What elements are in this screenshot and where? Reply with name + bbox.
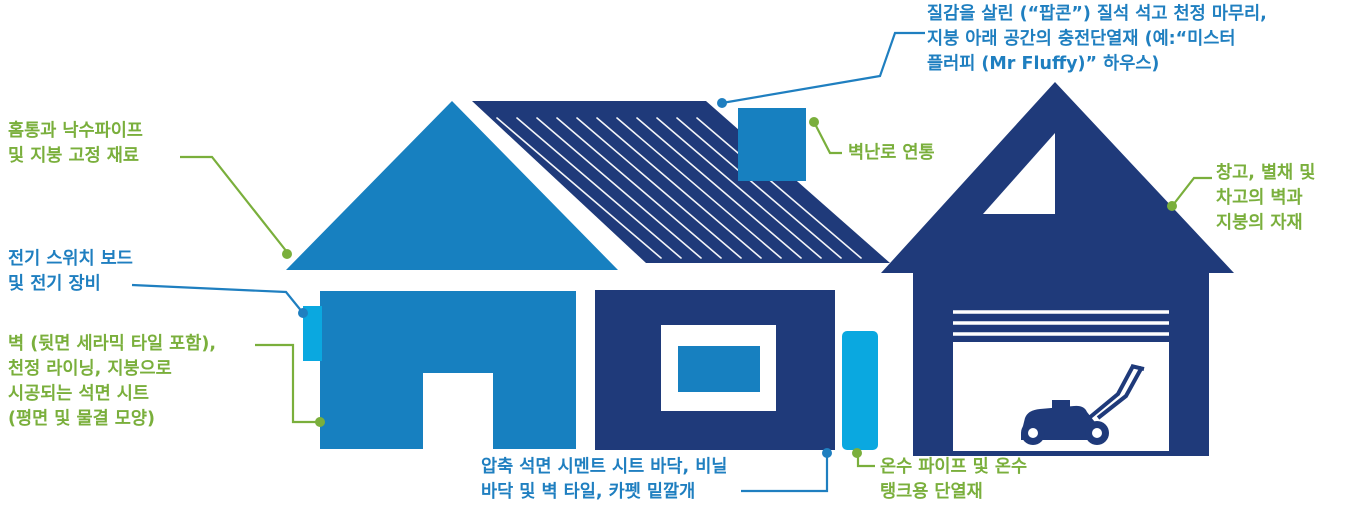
label-line: 벽난로 연통 [848,143,935,163]
label-line: 및 전기 장비 [8,274,101,294]
label-line: 지붕의 자재 [1216,213,1303,233]
lawnmower-icon [1021,364,1145,445]
middle-house-wall [595,290,835,450]
label-line: 벽 (뒷면 세라믹 타일 포함), [8,334,217,354]
label-hot-water: 온수 파이프 및 온수 탱크용 단열재 [880,455,1027,505]
left-house-wall [320,291,576,449]
flue-leader [813,121,842,155]
garage-leader [1172,176,1212,206]
label-line: 시공되는 석면 시트 [8,384,149,404]
ceiling-leader [721,31,925,105]
garage [881,82,1234,456]
label-flooring: 압축 석면 시멘트 시트 바닥, 비닐 바닥 및 벽 타일, 카펫 밑깔개 [481,455,727,505]
label-walls: 벽 (뒷면 세라믹 타일 포함), 천정 라이닝, 지붕으로 시공되는 석면 시… [8,332,216,432]
label-line: 천정 라이닝, 지붕으로 [8,359,172,379]
label-line: 홈통과 낙수파이프 [8,121,143,141]
label-line: 및 지붕 고정 재료 [8,146,139,166]
corrugated-roof [472,101,890,284]
walls-leader [255,343,320,424]
label-line: 차고의 벽과 [1216,188,1303,208]
label-line: (평면 및 물결 모양) [8,409,155,429]
label-line: 창고, 별채 및 [1216,163,1316,183]
label-switchboard: 전기 스위치 보드 및 전기 장비 [8,247,133,297]
chimney [738,108,806,181]
window-glass [678,346,760,392]
flooring-leader [741,452,829,493]
label-ceiling-insulation: 질감을 살린 (“팝콘”) 질석 석고 천정 마무리, 지붕 아래 공간의 충전… [927,2,1267,77]
label-line: 온수 파이프 및 온수 [880,457,1028,477]
left-gable-roof [286,101,618,270]
label-line: 질감을 살린 (“팝콘”) 질석 석고 천정 마무리, [927,4,1267,24]
label-line: 지붕 아래 공간의 충전단열재 (예:“미스터 [927,29,1236,49]
label-flue: 벽난로 연통 [848,141,935,166]
label-line: 바닥 및 벽 타일, 카펫 밑깔개 [481,482,696,502]
switchboard [303,306,322,361]
label-line: 탱크용 단열재 [880,482,983,502]
door [423,373,493,449]
label-garage: 창고, 별채 및 차고의 벽과 지붕의 자재 [1216,161,1315,236]
label-line: 압축 석면 시멘트 시트 바닥, 비닐 [481,457,728,477]
label-line: 플러피 (Mr Fluffy)” 하우스) [927,54,1160,74]
switchboard-leader [131,283,304,314]
hot-water-tank [842,331,878,450]
label-gutters: 홈통과 낙수파이프 및 지붕 고정 재료 [8,119,143,169]
gutters-leader [180,155,288,253]
garage-gable-window [983,133,1055,214]
label-line: 전기 스위치 보드 [8,249,133,269]
